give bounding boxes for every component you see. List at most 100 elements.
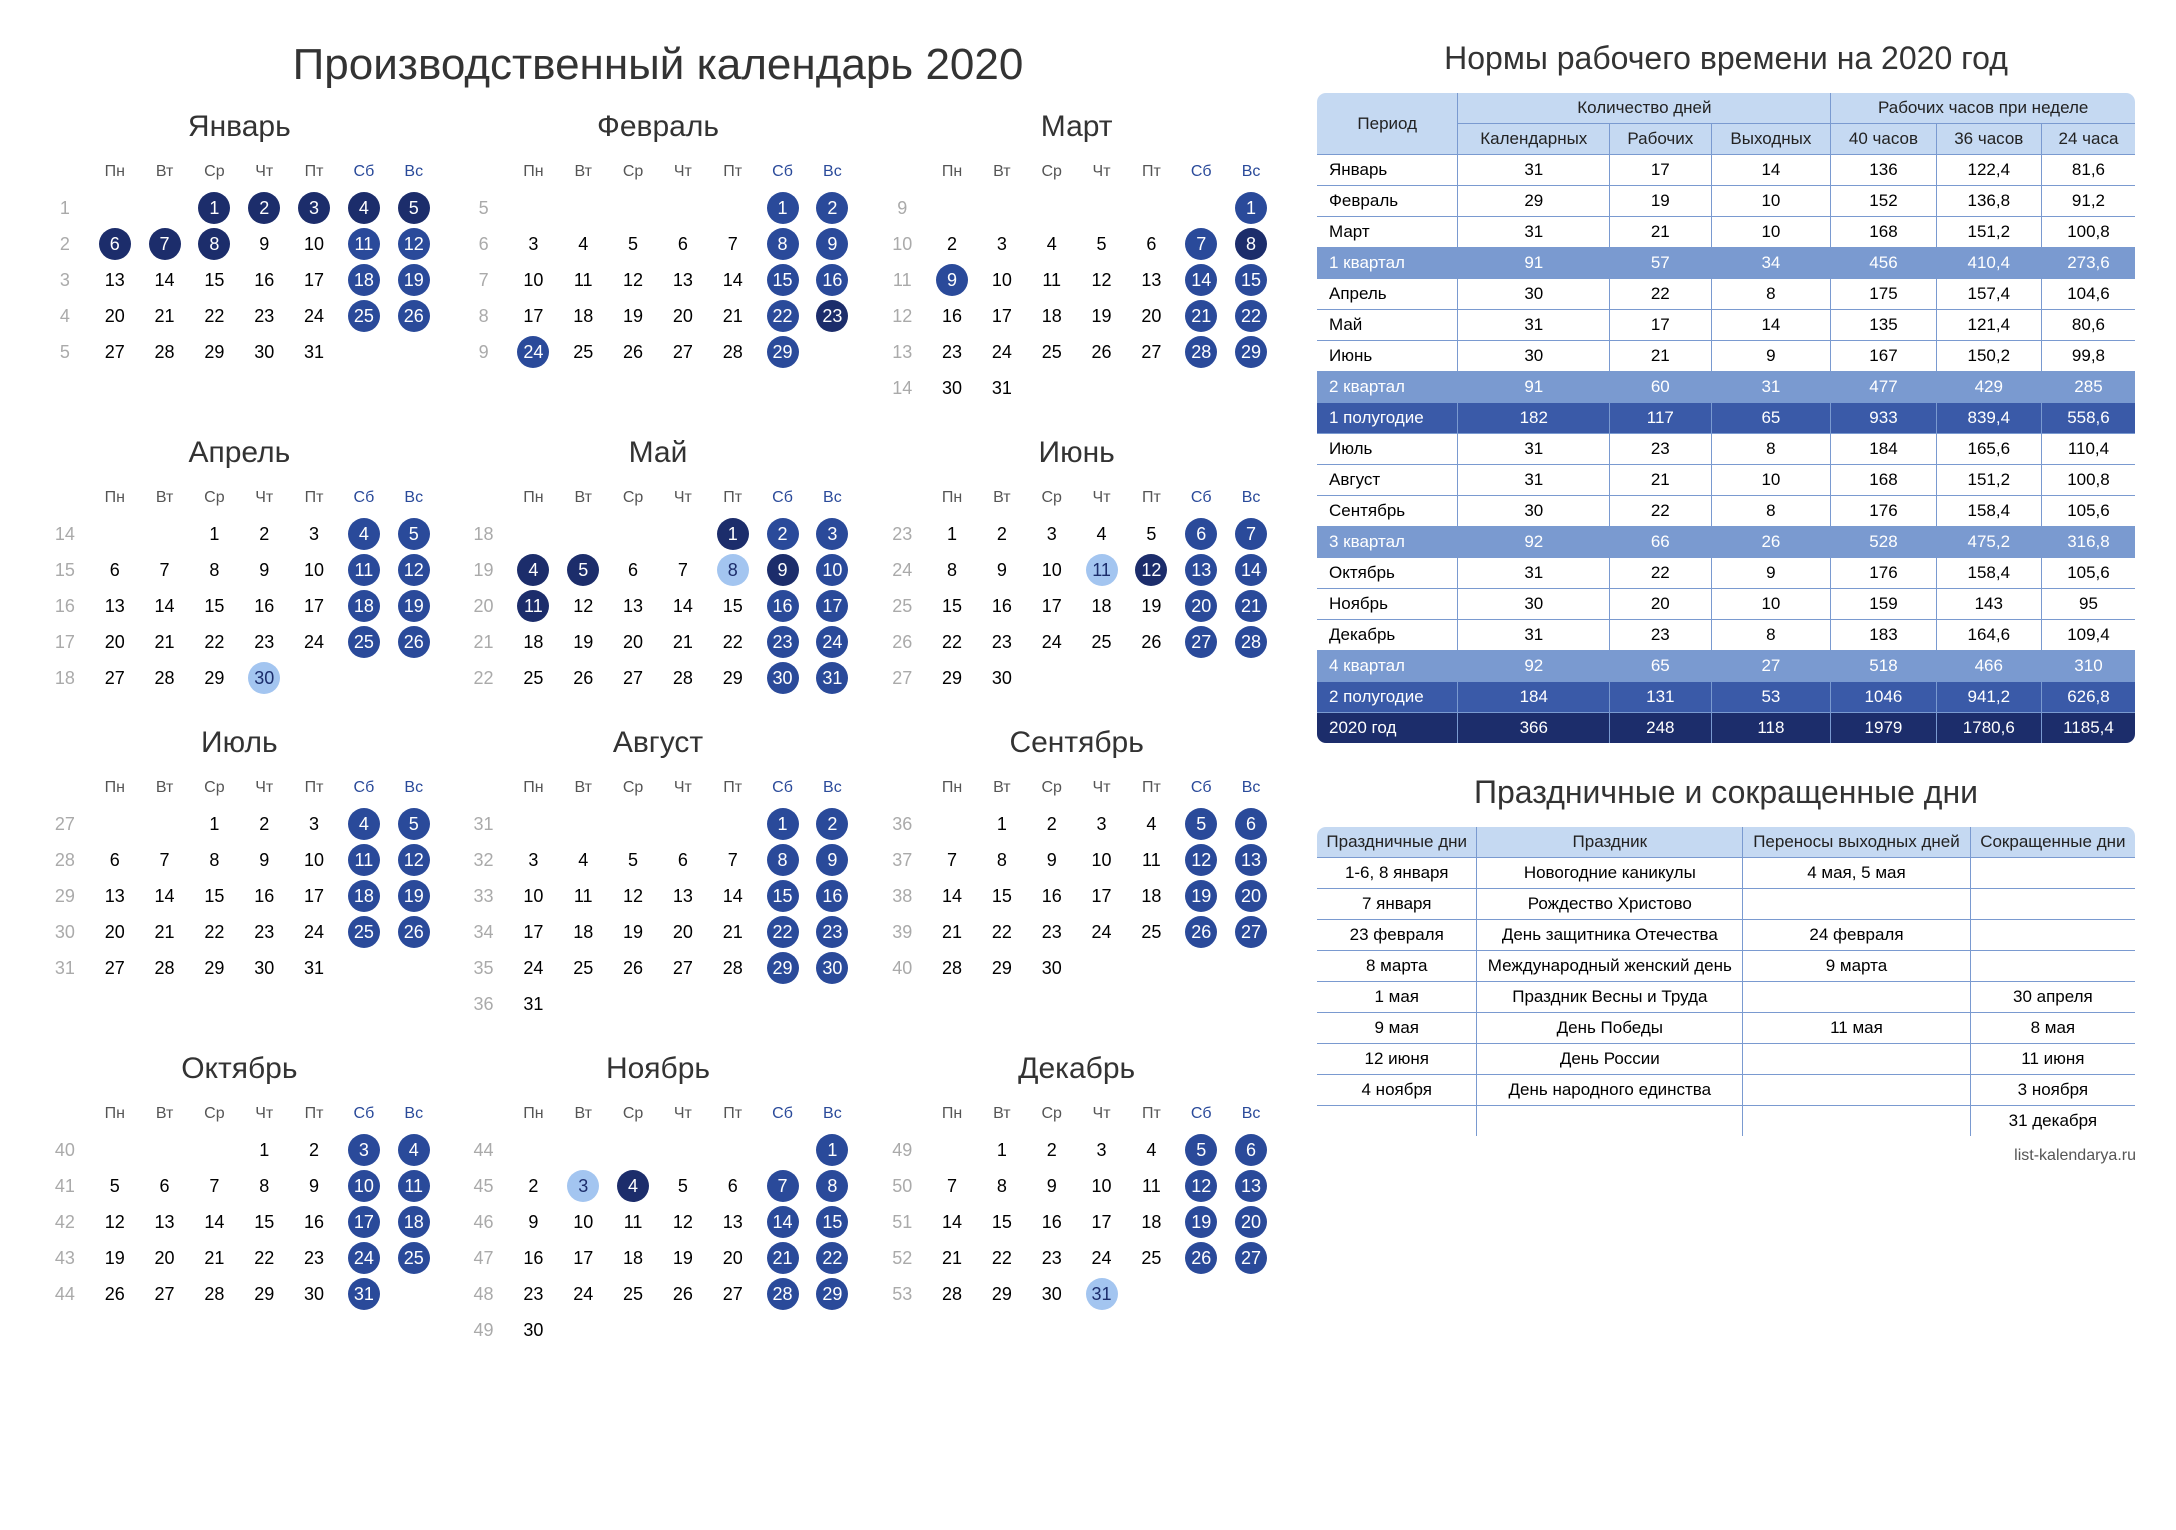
- weekday-header: Вт: [977, 770, 1027, 806]
- norms-cell: 21: [1610, 341, 1711, 372]
- day-cell: 21: [189, 1240, 239, 1276]
- norms-cell: 8: [1711, 620, 1831, 651]
- day-cell: 29: [758, 334, 808, 370]
- month-name: Январь: [40, 110, 439, 144]
- week-number: 23: [877, 516, 927, 552]
- day-cell: 6: [90, 552, 140, 588]
- weekday-header: Вт: [558, 770, 608, 806]
- weekday-header: Сб: [1176, 770, 1226, 806]
- norms-cell: 92: [1458, 527, 1610, 558]
- day-cell: 22: [1226, 298, 1276, 334]
- holidays-table: Праздничные дниПраздникПереносы выходных…: [1316, 826, 2136, 1137]
- week-number: 17: [40, 624, 90, 660]
- norms-cell: 152: [1831, 186, 1936, 217]
- day-cell: 19: [389, 878, 439, 914]
- norms-row: Февраль291910152136,891,2: [1317, 186, 2136, 217]
- day-cell: 23: [239, 914, 289, 950]
- month-name: Август: [459, 726, 858, 760]
- day-cell: 29: [189, 334, 239, 370]
- norms-cell: 626,8: [2041, 682, 2135, 713]
- day-cell: 16: [508, 1240, 558, 1276]
- day-cell: 10: [339, 1168, 389, 1204]
- week-number: 43: [40, 1240, 90, 1276]
- day-cell: 10: [1027, 552, 1077, 588]
- day-cell: 30: [289, 1276, 339, 1312]
- day-cell: 16: [239, 878, 289, 914]
- day-cell: 13: [90, 588, 140, 624]
- holidays-cell: 12 июня: [1317, 1044, 1477, 1075]
- day-cell: 6: [1176, 516, 1226, 552]
- day-cell: 3: [339, 1132, 389, 1168]
- weekday-header: Чт: [658, 1096, 708, 1132]
- day-cell: 19: [1176, 878, 1226, 914]
- day-cell: 11: [1126, 842, 1176, 878]
- norms-cell: 136: [1831, 155, 1936, 186]
- weekday-header: Вт: [140, 154, 190, 190]
- day-cell: 12: [389, 552, 439, 588]
- weekday-header: Пт: [1126, 770, 1176, 806]
- day-cell: 10: [1077, 1168, 1127, 1204]
- day-cell: 9: [927, 262, 977, 298]
- norms-cell: 91: [1458, 372, 1610, 403]
- week-number: 18: [40, 660, 90, 696]
- norms-cell: 95: [2041, 589, 2135, 620]
- weekday-header: Сб: [1176, 1096, 1226, 1132]
- week-number: 19: [459, 552, 509, 588]
- holidays-cell: День народного единства: [1477, 1075, 1743, 1106]
- holidays-cell: [1317, 1106, 1477, 1137]
- day-cell: 12: [389, 842, 439, 878]
- day-cell: 11: [1126, 1168, 1176, 1204]
- weekday-header: Вт: [977, 1096, 1027, 1132]
- day-cell: 17: [508, 298, 558, 334]
- calendar-grid: ЯнварьПнВтСрЧтПтСбВс11234526789101112313…: [40, 110, 1276, 1348]
- day-cell: 30: [239, 334, 289, 370]
- norms-cell: 26: [1711, 527, 1831, 558]
- day-cell: 8: [758, 226, 808, 262]
- day-cell: 16: [758, 588, 808, 624]
- norms-cell: 14: [1711, 155, 1831, 186]
- norms-row: Январь311714136122,481,6: [1317, 155, 2136, 186]
- day-cell: 19: [658, 1240, 708, 1276]
- day-cell: 26: [558, 660, 608, 696]
- norms-cell: 8: [1711, 496, 1831, 527]
- week-number: 46: [459, 1204, 509, 1240]
- day-cell: 9: [1027, 1168, 1077, 1204]
- day-cell: 4: [1027, 226, 1077, 262]
- month-name: Ноябрь: [459, 1052, 858, 1086]
- norms-cell: 9: [1711, 558, 1831, 589]
- month-Август: АвгустПнВтСрЧтПтСбВс31123234567893310111…: [459, 726, 858, 1022]
- day-cell: 13: [658, 262, 708, 298]
- day-cell: 24: [1077, 914, 1127, 950]
- day-cell: 12: [558, 588, 608, 624]
- month-name: Июнь: [877, 436, 1276, 470]
- weekday-header: Вс: [1226, 154, 1276, 190]
- day-cell: 26: [608, 950, 658, 986]
- day-cell: 15: [189, 878, 239, 914]
- weekday-header: Вт: [140, 480, 190, 516]
- day-cell: 1: [189, 806, 239, 842]
- week-number: 8: [459, 298, 509, 334]
- day-cell: 15: [708, 588, 758, 624]
- weekday-header: Пт: [1126, 480, 1176, 516]
- day-cell: 4: [1077, 516, 1127, 552]
- day-cell: 29: [708, 660, 758, 696]
- norms-cell: Апрель: [1317, 279, 1458, 310]
- weekday-header: Сб: [758, 480, 808, 516]
- day-cell: 25: [1126, 914, 1176, 950]
- day-cell: 14: [658, 588, 708, 624]
- th-h36: 36 часов: [1936, 124, 2041, 155]
- norms-cell: 99,8: [2041, 341, 2135, 372]
- day-cell: 11: [339, 552, 389, 588]
- day-cell: 5: [389, 516, 439, 552]
- norms-cell: 1 квартал: [1317, 248, 1458, 279]
- day-cell: 28: [140, 950, 190, 986]
- day-cell: 27: [708, 1276, 758, 1312]
- month-Июнь: ИюньПнВтСрЧтПтСбВс2312345672489101112131…: [877, 436, 1276, 696]
- day-cell: 30: [239, 660, 289, 696]
- norms-table: ПериодКоличество днейРабочих часов при н…: [1316, 92, 2136, 744]
- day-cell: 14: [708, 878, 758, 914]
- day-cell: 24: [807, 624, 857, 660]
- weekday-header: Пн: [90, 1096, 140, 1132]
- month-Январь: ЯнварьПнВтСрЧтПтСбВс11234526789101112313…: [40, 110, 439, 406]
- day-cell: 22: [977, 1240, 1027, 1276]
